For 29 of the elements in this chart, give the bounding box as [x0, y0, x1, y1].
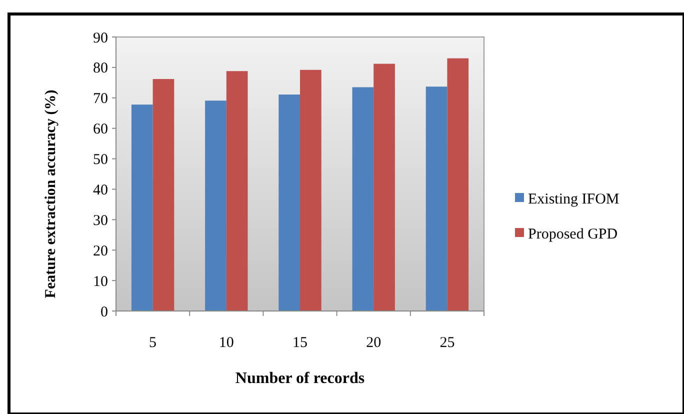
- y-tick-label: 70: [93, 91, 108, 108]
- y-tick-label: 90: [93, 30, 108, 46]
- bar: [278, 94, 300, 311]
- bar: [426, 86, 448, 311]
- bar: [300, 70, 322, 311]
- bar: [352, 87, 374, 311]
- y-tick-label: 40: [93, 182, 108, 198]
- y-tick-label: 80: [93, 60, 108, 77]
- x-tick-label: 5: [149, 335, 157, 351]
- bar: [152, 79, 174, 311]
- bar: [447, 58, 469, 311]
- y-axis-title: Feature extraction accuracy (%): [43, 90, 59, 298]
- bar: [205, 100, 226, 311]
- y-tick-label: 0: [100, 304, 108, 320]
- legend-label: Existing IFOM: [528, 191, 620, 208]
- legend-label: Proposed GPD: [528, 226, 618, 242]
- y-tick-label: 60: [93, 122, 108, 138]
- x-tick-label: 25: [440, 335, 455, 351]
- bar: [374, 64, 395, 311]
- x-tick-label: 15: [292, 335, 308, 351]
- y-tick-label: 50: [93, 152, 108, 168]
- bar: [131, 104, 153, 311]
- x-tick-label: 10: [218, 335, 234, 351]
- y-tick-label: 10: [93, 274, 108, 290]
- y-tick-label: 20: [93, 243, 108, 260]
- y-tick-label: 30: [93, 212, 108, 229]
- x-tick-label: 20: [366, 335, 382, 351]
- bar: [226, 71, 248, 311]
- x-axis-title: Number of records: [235, 370, 365, 387]
